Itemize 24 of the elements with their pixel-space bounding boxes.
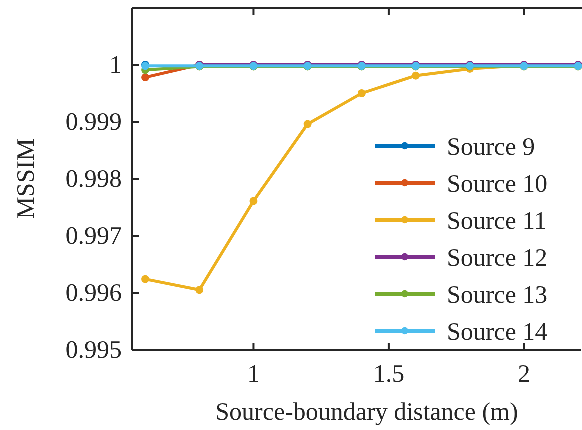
- x-tick-label: 2: [518, 360, 530, 388]
- legend-label: Source 9: [447, 134, 536, 161]
- point: [142, 275, 150, 284]
- legend-label: Source 12: [447, 245, 548, 272]
- x-axis-title: Source-boundary distance (m): [216, 399, 518, 426]
- point: [304, 120, 312, 128]
- point: [250, 197, 258, 206]
- legend-label: Source 10: [447, 171, 548, 198]
- y-tick-label: 0.996: [66, 280, 122, 307]
- x-tick-label: 1.5: [373, 360, 405, 388]
- point: [358, 90, 366, 98]
- point: [142, 74, 150, 82]
- point: [412, 72, 420, 80]
- legend-label: Source 13: [447, 282, 548, 309]
- y-tick-label: 0.997: [66, 223, 122, 250]
- x-tick-label: 1: [247, 360, 260, 388]
- point: [196, 286, 204, 294]
- y-axis-title: MSSIM: [13, 138, 40, 220]
- legend-label: Source 14: [447, 319, 548, 346]
- legend-label: Source 11: [447, 208, 547, 235]
- y-tick-label: 0.995: [66, 337, 122, 364]
- y-tick-label: 0.999: [66, 109, 122, 136]
- y-tick-label: 1: [110, 52, 122, 79]
- y-tick-label: 0.998: [66, 166, 122, 193]
